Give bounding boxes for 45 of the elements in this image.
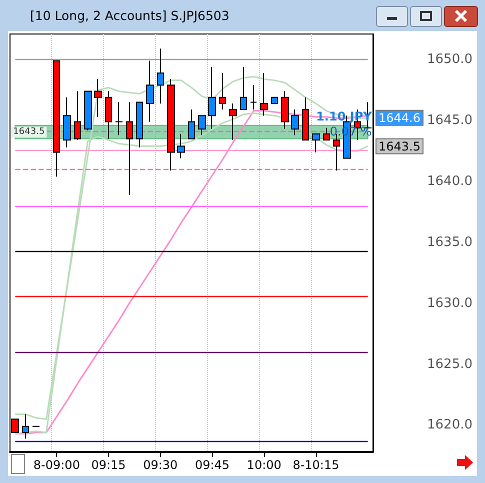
y-tick-label: 1630.0 [427,296,472,311]
candlestick [198,115,206,136]
x-tick-label: 8-10:15 [292,458,340,472]
candlestick [229,102,237,141]
candlestick [240,66,247,110]
y-tick-label: 1625.0 [427,356,472,372]
candlestick [63,96,71,148]
y-tick-label: 1640.0 [427,174,472,189]
band-label: 1643.5 [13,127,45,138]
candlestick [291,109,299,136]
candlestick [115,102,123,136]
candlestick [312,133,320,153]
y-tick-label: 1650.0 [427,52,472,68]
candlestick [167,78,175,171]
x-tick-label: 09:30 [143,458,178,472]
candlestick [94,78,102,118]
chart-title: [10 Long, 2 Accounts] S.JPJ6503 [30,8,230,23]
candlestick [219,72,226,110]
candlestick [250,84,257,110]
y-tick-label: 1635.0 [427,234,472,250]
candlestick [146,60,154,122]
candlestick [22,414,29,440]
candlestick [260,72,268,116]
candlestick [271,96,278,104]
candlestick [157,48,164,104]
candlestick [177,133,185,159]
candlestick [84,90,92,131]
candlestick [188,109,195,140]
candlestick [74,90,81,141]
y-tick-label: 1620.0 [427,418,472,433]
text: 1643.5 [378,139,420,154]
candlestick [323,127,330,141]
text: 1644.6 [378,110,420,125]
candlestick [53,60,60,178]
candlestick [208,66,216,130]
candlestick [136,102,143,148]
candlestick [281,90,289,130]
candlestick [302,96,309,141]
x-tick-label: 8-09:00 [33,458,80,472]
x-tick-label: 10:00 [246,458,282,472]
y-tick-label: 1645.0 [427,113,472,128]
x-tick-label: 09:15 [91,458,126,472]
candlestick [105,90,112,140]
x-tick-label: 09:45 [194,458,230,472]
candlestick [126,102,133,196]
